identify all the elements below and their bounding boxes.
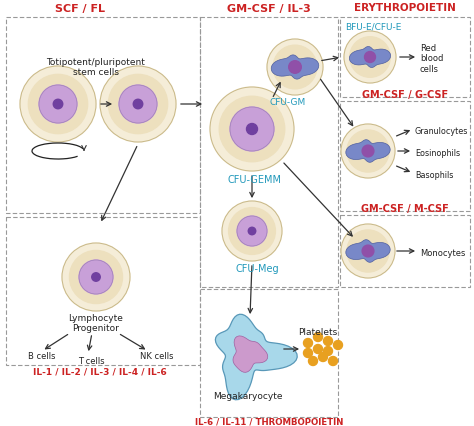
Text: NK cells: NK cells	[140, 351, 173, 360]
Circle shape	[92, 273, 100, 282]
Text: B cells: B cells	[28, 351, 55, 360]
Circle shape	[328, 357, 337, 366]
Circle shape	[248, 228, 256, 235]
Text: Red
blood
cells: Red blood cells	[420, 44, 443, 74]
Polygon shape	[271, 56, 319, 80]
Circle shape	[344, 32, 396, 84]
Bar	[6, 18, 200, 213]
Text: IL-6 / IL-11 / THROMBOPOIETIN: IL-6 / IL-11 / THROMBOPOIETIN	[195, 417, 343, 426]
Bar	[6, 218, 200, 365]
Circle shape	[350, 37, 390, 78]
Circle shape	[119, 86, 157, 124]
Polygon shape	[233, 336, 268, 372]
Text: Totipotent/pluripotent
stem cells: Totipotent/pluripotent stem cells	[46, 58, 146, 77]
Text: GM-CSF / M-CSF: GM-CSF / M-CSF	[361, 204, 449, 213]
Bar	[340, 18, 470, 98]
Circle shape	[109, 75, 168, 134]
Circle shape	[222, 201, 282, 262]
Text: Lymphocyte
Progenitor: Lymphocyte Progenitor	[69, 313, 123, 333]
Text: ERYTHROPOIETIN: ERYTHROPOIETIN	[354, 3, 456, 13]
Circle shape	[334, 341, 343, 350]
Text: CFU-Meg: CFU-Meg	[235, 263, 279, 273]
Text: IL-1 / IL-2 / IL-3 / IL-4 / IL-6: IL-1 / IL-2 / IL-3 / IL-4 / IL-6	[33, 367, 167, 376]
Circle shape	[365, 52, 375, 63]
Circle shape	[70, 251, 122, 304]
Circle shape	[362, 146, 374, 158]
Circle shape	[53, 100, 63, 109]
Circle shape	[228, 208, 275, 255]
Circle shape	[341, 125, 395, 178]
Polygon shape	[215, 314, 297, 400]
Circle shape	[219, 97, 285, 162]
Polygon shape	[346, 240, 390, 263]
Bar	[340, 102, 470, 211]
Circle shape	[267, 40, 323, 96]
Bar	[200, 18, 338, 287]
Circle shape	[313, 345, 322, 354]
Polygon shape	[346, 140, 390, 163]
Circle shape	[62, 243, 130, 311]
Circle shape	[230, 108, 274, 152]
Text: Megakaryocyte: Megakaryocyte	[213, 391, 283, 400]
Circle shape	[100, 67, 176, 143]
Circle shape	[313, 333, 322, 342]
Text: GM-CSF / IL-3: GM-CSF / IL-3	[227, 4, 311, 14]
Circle shape	[79, 260, 113, 294]
Circle shape	[303, 339, 312, 348]
Circle shape	[323, 337, 332, 345]
Circle shape	[28, 75, 88, 134]
Circle shape	[323, 347, 332, 356]
Polygon shape	[349, 47, 391, 68]
Circle shape	[133, 100, 143, 109]
Circle shape	[347, 230, 389, 272]
Text: Monocytes: Monocytes	[420, 248, 465, 257]
Text: T cells: T cells	[78, 356, 105, 365]
Circle shape	[347, 131, 389, 173]
Circle shape	[303, 349, 312, 358]
Circle shape	[319, 353, 328, 362]
Circle shape	[289, 61, 301, 74]
Text: GM-CSF / G-CSF: GM-CSF / G-CSF	[362, 90, 448, 100]
Circle shape	[341, 225, 395, 278]
Text: Platelets: Platelets	[298, 327, 337, 336]
Circle shape	[309, 357, 318, 366]
Circle shape	[39, 86, 77, 124]
Text: CFU-GEMM: CFU-GEMM	[228, 175, 282, 184]
Bar	[340, 216, 470, 287]
Circle shape	[20, 67, 96, 143]
Circle shape	[237, 216, 267, 246]
Text: BFU-E/CFU-E: BFU-E/CFU-E	[345, 22, 401, 31]
Circle shape	[362, 245, 374, 257]
Text: Basophils: Basophils	[415, 170, 453, 180]
Bar	[200, 289, 338, 417]
Text: Eosinophils: Eosinophils	[415, 149, 460, 158]
Text: SCF / FL: SCF / FL	[55, 4, 105, 14]
Text: CFU-GM: CFU-GM	[270, 98, 306, 107]
Circle shape	[273, 46, 317, 89]
Circle shape	[246, 124, 257, 135]
Text: Granulocytes: Granulocytes	[415, 127, 468, 136]
Circle shape	[210, 88, 294, 172]
